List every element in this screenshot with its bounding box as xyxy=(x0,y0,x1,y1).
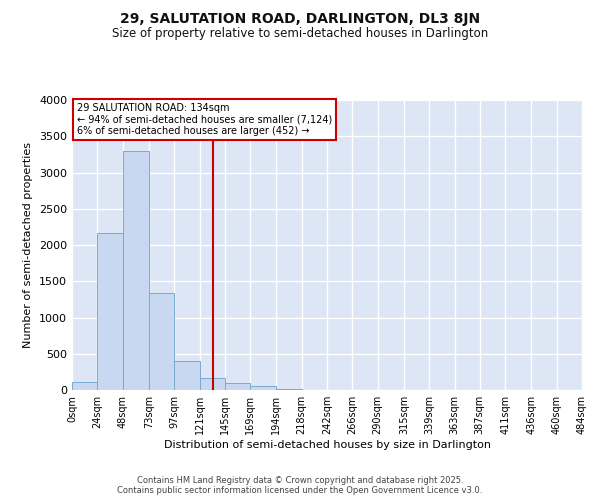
Bar xyxy=(225,383,250,390)
Bar xyxy=(72,382,97,390)
Bar xyxy=(250,386,277,390)
Text: Size of property relative to semi-detached houses in Darlington: Size of property relative to semi-detach… xyxy=(112,28,488,40)
Bar xyxy=(199,378,225,390)
Bar xyxy=(277,388,302,390)
Bar xyxy=(149,293,174,390)
Y-axis label: Number of semi-detached properties: Number of semi-detached properties xyxy=(23,142,34,348)
Text: Contains HM Land Registry data © Crown copyright and database right 2025.
Contai: Contains HM Land Registry data © Crown c… xyxy=(118,476,482,495)
Text: 29 SALUTATION ROAD: 134sqm
← 94% of semi-detached houses are smaller (7,124)
6% : 29 SALUTATION ROAD: 134sqm ← 94% of semi… xyxy=(77,103,332,136)
X-axis label: Distribution of semi-detached houses by size in Darlington: Distribution of semi-detached houses by … xyxy=(163,440,491,450)
Text: 29, SALUTATION ROAD, DARLINGTON, DL3 8JN: 29, SALUTATION ROAD, DARLINGTON, DL3 8JN xyxy=(120,12,480,26)
Bar xyxy=(174,362,199,390)
Bar xyxy=(122,151,149,390)
Bar xyxy=(97,232,122,390)
